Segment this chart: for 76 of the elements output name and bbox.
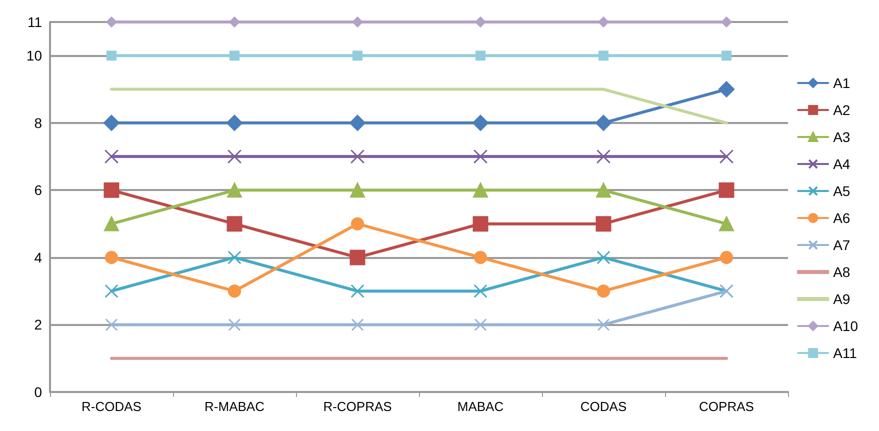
point (720, 250, 734, 264)
point (104, 149, 119, 164)
point (229, 50, 240, 61)
point (349, 114, 366, 131)
y-tick-label: 10 (26, 48, 42, 64)
x-tick-label: MABAC (457, 399, 504, 414)
point (105, 318, 118, 331)
point (475, 16, 486, 28)
point (719, 216, 734, 232)
point (104, 284, 118, 298)
point (351, 318, 364, 331)
legend-label: A10 (833, 318, 858, 334)
point (227, 182, 242, 198)
legend-label: A6 (833, 210, 850, 226)
y-tick-label: 6 (34, 182, 42, 198)
point (475, 50, 486, 61)
point (104, 250, 118, 264)
point (718, 81, 735, 98)
y-tick-label: 4 (34, 249, 42, 266)
legend-label: A4 (833, 156, 850, 172)
point (598, 16, 609, 28)
x-tick-label: R-MABAC (204, 399, 264, 414)
point (350, 149, 365, 164)
point (718, 182, 734, 198)
legend-label: A3 (833, 129, 850, 145)
legend-label: A1 (833, 75, 850, 91)
point (226, 216, 242, 232)
point (721, 50, 732, 61)
point (229, 16, 240, 28)
point (474, 250, 488, 264)
point (350, 182, 365, 198)
point (596, 216, 612, 232)
point (595, 114, 612, 131)
point (474, 318, 487, 331)
legend-label: A9 (833, 291, 850, 307)
point (228, 284, 242, 298)
x-tick-label: CODAS (580, 399, 627, 414)
legend-label: A2 (833, 102, 850, 118)
point (473, 182, 488, 198)
point (104, 182, 120, 198)
legend-label: A8 (833, 264, 850, 280)
x-tick-label: COPRAS (699, 399, 754, 414)
legend-label: A11 (833, 345, 858, 361)
point (473, 149, 488, 164)
point (597, 318, 610, 331)
point (103, 114, 120, 131)
point (228, 318, 241, 331)
point (226, 114, 243, 131)
point (719, 149, 734, 164)
point (596, 149, 611, 164)
point (106, 50, 117, 61)
x-tick-label: R-COPRAS (323, 399, 392, 414)
point (596, 284, 610, 298)
x-tick-label: R-CODAS (82, 399, 142, 414)
y-tick-label: 2 (34, 316, 42, 333)
point (596, 182, 611, 198)
point (598, 50, 609, 61)
point (228, 250, 242, 264)
point (474, 284, 488, 298)
point (106, 16, 117, 28)
y-tick-label: 0 (34, 384, 42, 400)
y-tick-label: 11 (27, 14, 42, 30)
point (104, 216, 119, 232)
point (350, 217, 364, 230)
point (350, 250, 366, 266)
point (227, 149, 242, 164)
point (352, 16, 363, 28)
point (350, 284, 364, 298)
point (472, 114, 489, 131)
y-tick-label: 8 (34, 114, 42, 131)
legend-label: A7 (833, 237, 850, 253)
point (721, 16, 732, 28)
point (472, 216, 488, 232)
legend-label: A5 (833, 183, 850, 199)
point (596, 250, 610, 264)
point (352, 50, 363, 61)
